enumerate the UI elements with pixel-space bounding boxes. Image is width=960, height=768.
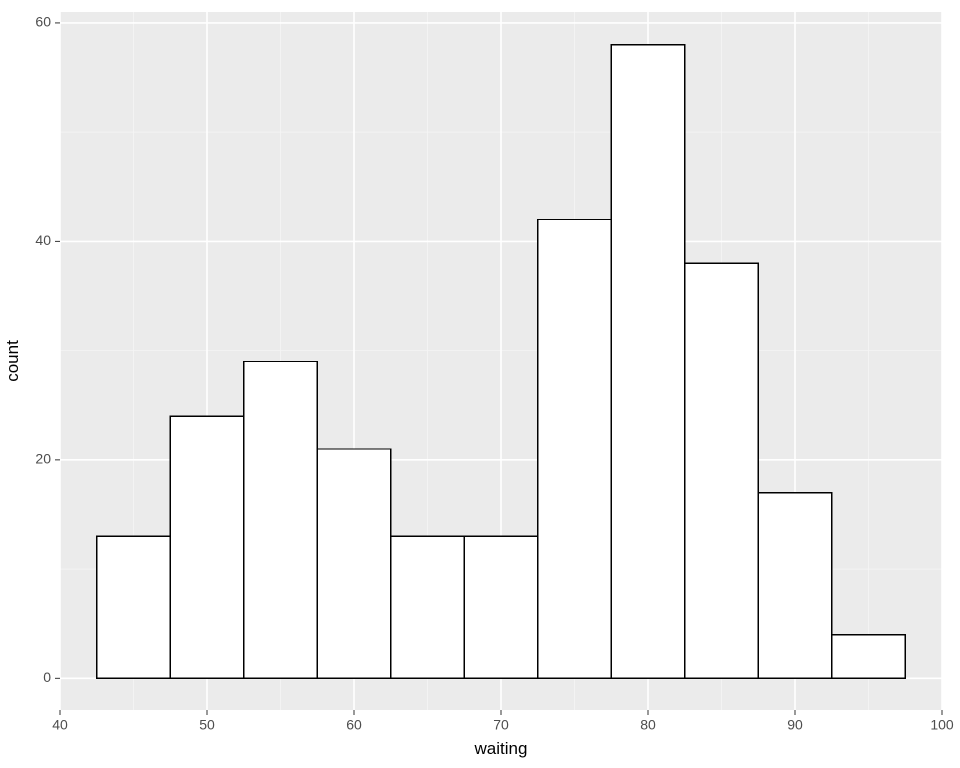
y-tick-label: 60	[35, 14, 51, 30]
histogram-bar	[97, 536, 171, 678]
x-tick-label: 60	[346, 716, 362, 732]
x-tick-label: 50	[199, 716, 215, 732]
y-tick-label: 20	[35, 451, 51, 467]
y-axis-title: count	[3, 340, 22, 382]
x-axis-title: waiting	[474, 739, 528, 758]
histogram-bar	[685, 263, 759, 678]
chart-svg: 40 50 60 70 80 90 100 0 20 40 60 waiting count	[0, 0, 960, 768]
histogram-bar	[611, 45, 685, 679]
x-tick-label: 100	[930, 716, 954, 732]
histogram-bar	[244, 362, 318, 679]
x-tick-label: 80	[640, 716, 656, 732]
x-tick-label: 70	[493, 716, 509, 732]
histogram-bar	[832, 635, 906, 679]
y-tick-label: 0	[43, 669, 51, 685]
histogram-bar	[538, 220, 612, 679]
histogram-bar	[391, 536, 465, 678]
histogram-bar	[758, 493, 832, 679]
y-tick-label: 40	[35, 232, 51, 248]
x-tick-label: 90	[787, 716, 803, 732]
x-tick-label: 40	[52, 716, 68, 732]
histogram-bar	[170, 416, 244, 678]
histogram-bar	[317, 449, 391, 678]
histogram-chart: 40 50 60 70 80 90 100 0 20 40 60 waiting count	[0, 0, 960, 768]
histogram-bar	[464, 536, 538, 678]
